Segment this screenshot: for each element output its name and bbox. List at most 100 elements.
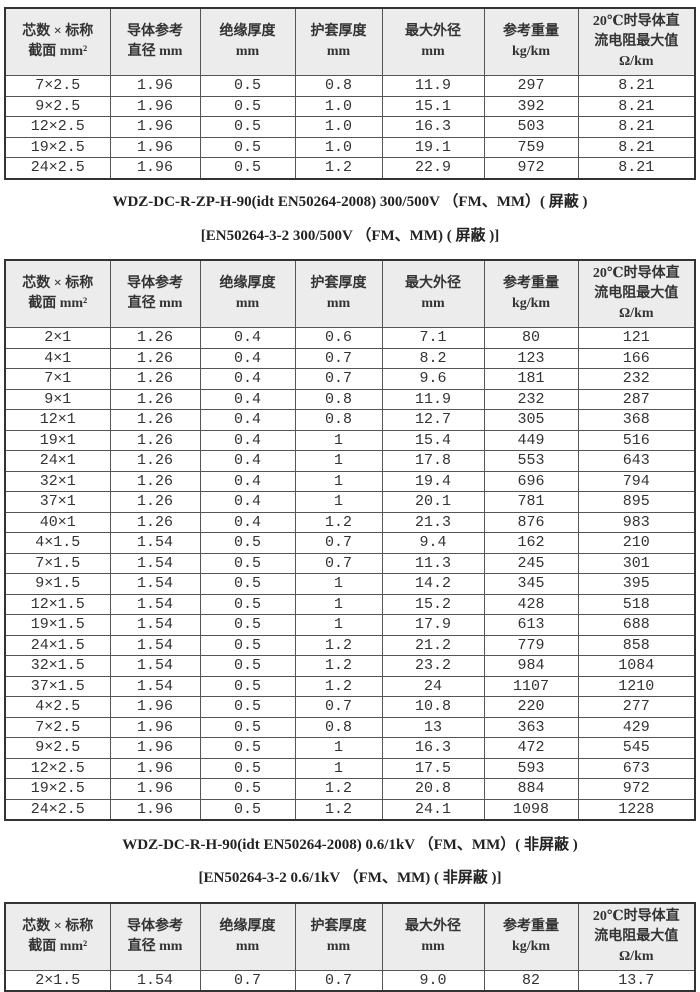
table-cell: 0.4 [199, 388, 296, 410]
table-cell: 0.8 [294, 409, 383, 431]
column-header-line: Ω/km [618, 54, 654, 69]
column-header-line: 流电阻最大值 [594, 34, 679, 49]
table-cell: 553 [483, 450, 579, 472]
table-cell: 9.0 [381, 970, 485, 992]
section-2-subtitle: [EN50264-3-2 300/500V （FM、MM) ( 屏蔽 )] [200, 228, 500, 244]
table-cell: 0.5 [199, 136, 296, 158]
table-cell: 1 [294, 573, 383, 595]
table-cell: 32×1 [4, 470, 111, 492]
table-cell: 688 [577, 614, 696, 636]
table-cell: 8.21 [577, 136, 696, 158]
table-cell: 884 [483, 778, 579, 800]
table-cell: 0.5 [199, 75, 296, 97]
table-cell: 1.96 [109, 757, 201, 779]
table-cell: 1.96 [109, 798, 201, 821]
column-header-line: 参考重量 [503, 24, 559, 39]
table-cell: 24.1 [381, 798, 485, 821]
table-cell: 19.1 [381, 136, 485, 158]
column-header-line: 导体参考 [127, 919, 183, 934]
table-cell: 15.4 [381, 429, 485, 451]
column-header-line: mm [326, 939, 351, 954]
table-cell: 0.4 [199, 491, 296, 513]
column-header-line: mm [421, 44, 445, 59]
table-row: 24×2.5 1.96 0.5 1.2 22.9 972 8.21 [4, 157, 696, 179]
table-cell: 1098 [483, 798, 579, 821]
table-row: 19×2.5 1.96 0.5 1.2 20.8 884 972 [4, 778, 696, 800]
table-cell: 1.26 [109, 511, 201, 533]
table-cell: 8.2 [381, 347, 485, 369]
spec-table-3: 芯数 × 标称 截面 mm² 导体参考 直径 mm 绝缘厚度 mm 护套厚度 mm 最大外径 mm… [4, 902, 696, 992]
table-row: 4×1 1.26 0.4 0.7 8.2 123 166 [4, 347, 696, 369]
column-header: 导体参考 直径 mm [109, 902, 201, 971]
table-cell: 1 [294, 614, 383, 636]
table-cell: 0.8 [294, 716, 383, 738]
column-header-line: 20℃时导体直 [592, 909, 680, 924]
column-header: 参考重量 kg/km [483, 902, 579, 971]
table-cell: 1.96 [109, 136, 201, 158]
table-cell: 0.5 [199, 716, 296, 738]
table-cell: 8.21 [577, 75, 696, 97]
column-header: 最大外径 mm [381, 7, 485, 76]
table-cell: 593 [483, 757, 579, 779]
table-cell: 277 [577, 696, 696, 718]
table-cell: 0.5 [199, 798, 296, 821]
table-cell: 4×1 [4, 347, 111, 369]
table-cell: 1.96 [109, 696, 201, 718]
table-row: 12×1 1.26 0.4 0.8 12.7 305 368 [4, 409, 696, 431]
table-cell: 449 [483, 429, 579, 451]
table-cell: 8.21 [577, 116, 696, 138]
table-cell: 14.2 [381, 573, 485, 595]
section-2-title: WDZ-DC-R-ZP-H-90(idt EN50264-2008) 300/5… [112, 194, 588, 210]
column-header: 护套厚度 mm [294, 259, 383, 328]
table-cell: 37×1.5 [4, 675, 111, 697]
table-cell: 0.5 [199, 552, 296, 574]
table-cell: 1 [294, 757, 383, 779]
table-cell: 368 [577, 409, 696, 431]
column-header-line: mm [421, 939, 445, 954]
table-cell: 0.5 [199, 614, 296, 636]
table-cell: 503 [483, 116, 579, 138]
table-cell: 0.5 [199, 634, 296, 656]
column-header-line: mm [326, 296, 351, 311]
column-header-line: 参考重量 [503, 919, 559, 934]
column-header-line: mm [235, 296, 260, 311]
table-cell: 0.5 [199, 655, 296, 677]
table-row: 32×1 1.26 0.4 1 19.4 696 794 [4, 470, 696, 492]
table-cell: 0.5 [199, 737, 296, 759]
table-row: 24×2.5 1.96 0.5 1.2 24.1 1098 1228 [4, 798, 696, 821]
table-cell: 2×1 [4, 327, 111, 349]
table-cell: 472 [483, 737, 579, 759]
table-cell: 9×2.5 [4, 737, 111, 759]
column-header-line: 截面 mm² [28, 44, 88, 59]
table-cell: 0.5 [199, 757, 296, 779]
table-cell: 1.2 [294, 675, 383, 697]
column-header: 20℃时导体直 流电阻最大值 Ω/km [577, 259, 696, 328]
table-cell: 984 [483, 655, 579, 677]
table-cell: 1.54 [109, 675, 201, 697]
column-header-line: 绝缘厚度 [219, 919, 276, 934]
table-cell: 12.7 [381, 409, 485, 431]
table-cell: 1.96 [109, 778, 201, 800]
table-cell: 1.26 [109, 429, 201, 451]
table-cell: 1.26 [109, 388, 201, 410]
table-cell: 1.26 [109, 470, 201, 492]
table-cell: 13.7 [577, 970, 696, 992]
table-cell: 1 [294, 429, 383, 451]
column-header: 绝缘厚度 mm [199, 7, 296, 76]
table-cell: 0.5 [199, 532, 296, 554]
table-cell: 7×2.5 [4, 75, 111, 97]
table-cell: 1.2 [294, 634, 383, 656]
table-cell: 17.8 [381, 450, 485, 472]
table-cell: 0.7 [294, 552, 383, 574]
table-row: 4×1.5 1.54 0.5 0.7 9.4 162 210 [4, 532, 696, 554]
table-cell: 0.5 [199, 778, 296, 800]
table-cell: 0.7 [294, 532, 383, 554]
table-row: 9×1.5 1.54 0.5 1 14.2 345 395 [4, 573, 696, 595]
table-cell: 1.2 [294, 511, 383, 533]
table-cell: 673 [577, 757, 696, 779]
table-cell: 0.4 [199, 347, 296, 369]
table-cell: 1.0 [294, 95, 383, 117]
column-header-line: Ω/km [618, 949, 654, 964]
table-row: 7×2.5 1.96 0.5 0.8 11.9 297 8.21 [4, 75, 696, 97]
table-cell: 24×2.5 [4, 798, 111, 821]
